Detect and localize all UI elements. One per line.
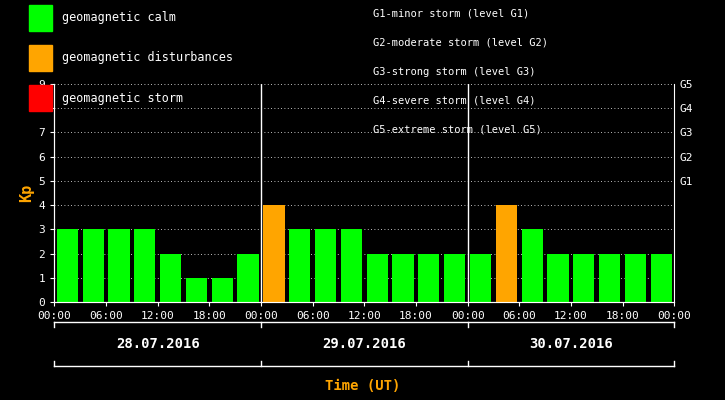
Bar <box>289 229 310 302</box>
Bar <box>108 229 130 302</box>
Y-axis label: Kp: Kp <box>20 184 34 202</box>
Text: geomagnetic calm: geomagnetic calm <box>62 12 175 24</box>
Bar <box>521 229 543 302</box>
Text: G4-severe storm (level G4): G4-severe storm (level G4) <box>373 95 536 105</box>
Bar <box>341 229 362 302</box>
Text: Time (UT): Time (UT) <box>325 379 400 393</box>
Bar <box>212 278 233 302</box>
Bar <box>625 254 646 302</box>
Text: geomagnetic disturbances: geomagnetic disturbances <box>62 52 233 64</box>
Bar <box>599 254 621 302</box>
Bar <box>315 229 336 302</box>
Text: G2-moderate storm (level G2): G2-moderate storm (level G2) <box>373 38 548 48</box>
Bar <box>496 205 517 302</box>
Bar <box>160 254 181 302</box>
Bar <box>263 205 284 302</box>
Bar <box>134 229 155 302</box>
Bar <box>547 254 568 302</box>
Bar <box>444 254 465 302</box>
Bar <box>418 254 439 302</box>
Bar <box>83 229 104 302</box>
Text: G5-extreme storm (level G5): G5-extreme storm (level G5) <box>373 124 542 134</box>
Bar <box>186 278 207 302</box>
Text: G1-minor storm (level G1): G1-minor storm (level G1) <box>373 9 530 19</box>
Bar <box>573 254 594 302</box>
Bar <box>238 254 259 302</box>
Text: geomagnetic storm: geomagnetic storm <box>62 92 183 104</box>
Text: 28.07.2016: 28.07.2016 <box>116 337 199 351</box>
Text: 30.07.2016: 30.07.2016 <box>529 337 613 351</box>
Text: 29.07.2016: 29.07.2016 <box>323 337 406 351</box>
Bar <box>651 254 672 302</box>
Bar <box>470 254 491 302</box>
Bar <box>367 254 388 302</box>
Bar <box>392 254 414 302</box>
Bar <box>57 229 78 302</box>
Text: G3-strong storm (level G3): G3-strong storm (level G3) <box>373 67 536 77</box>
